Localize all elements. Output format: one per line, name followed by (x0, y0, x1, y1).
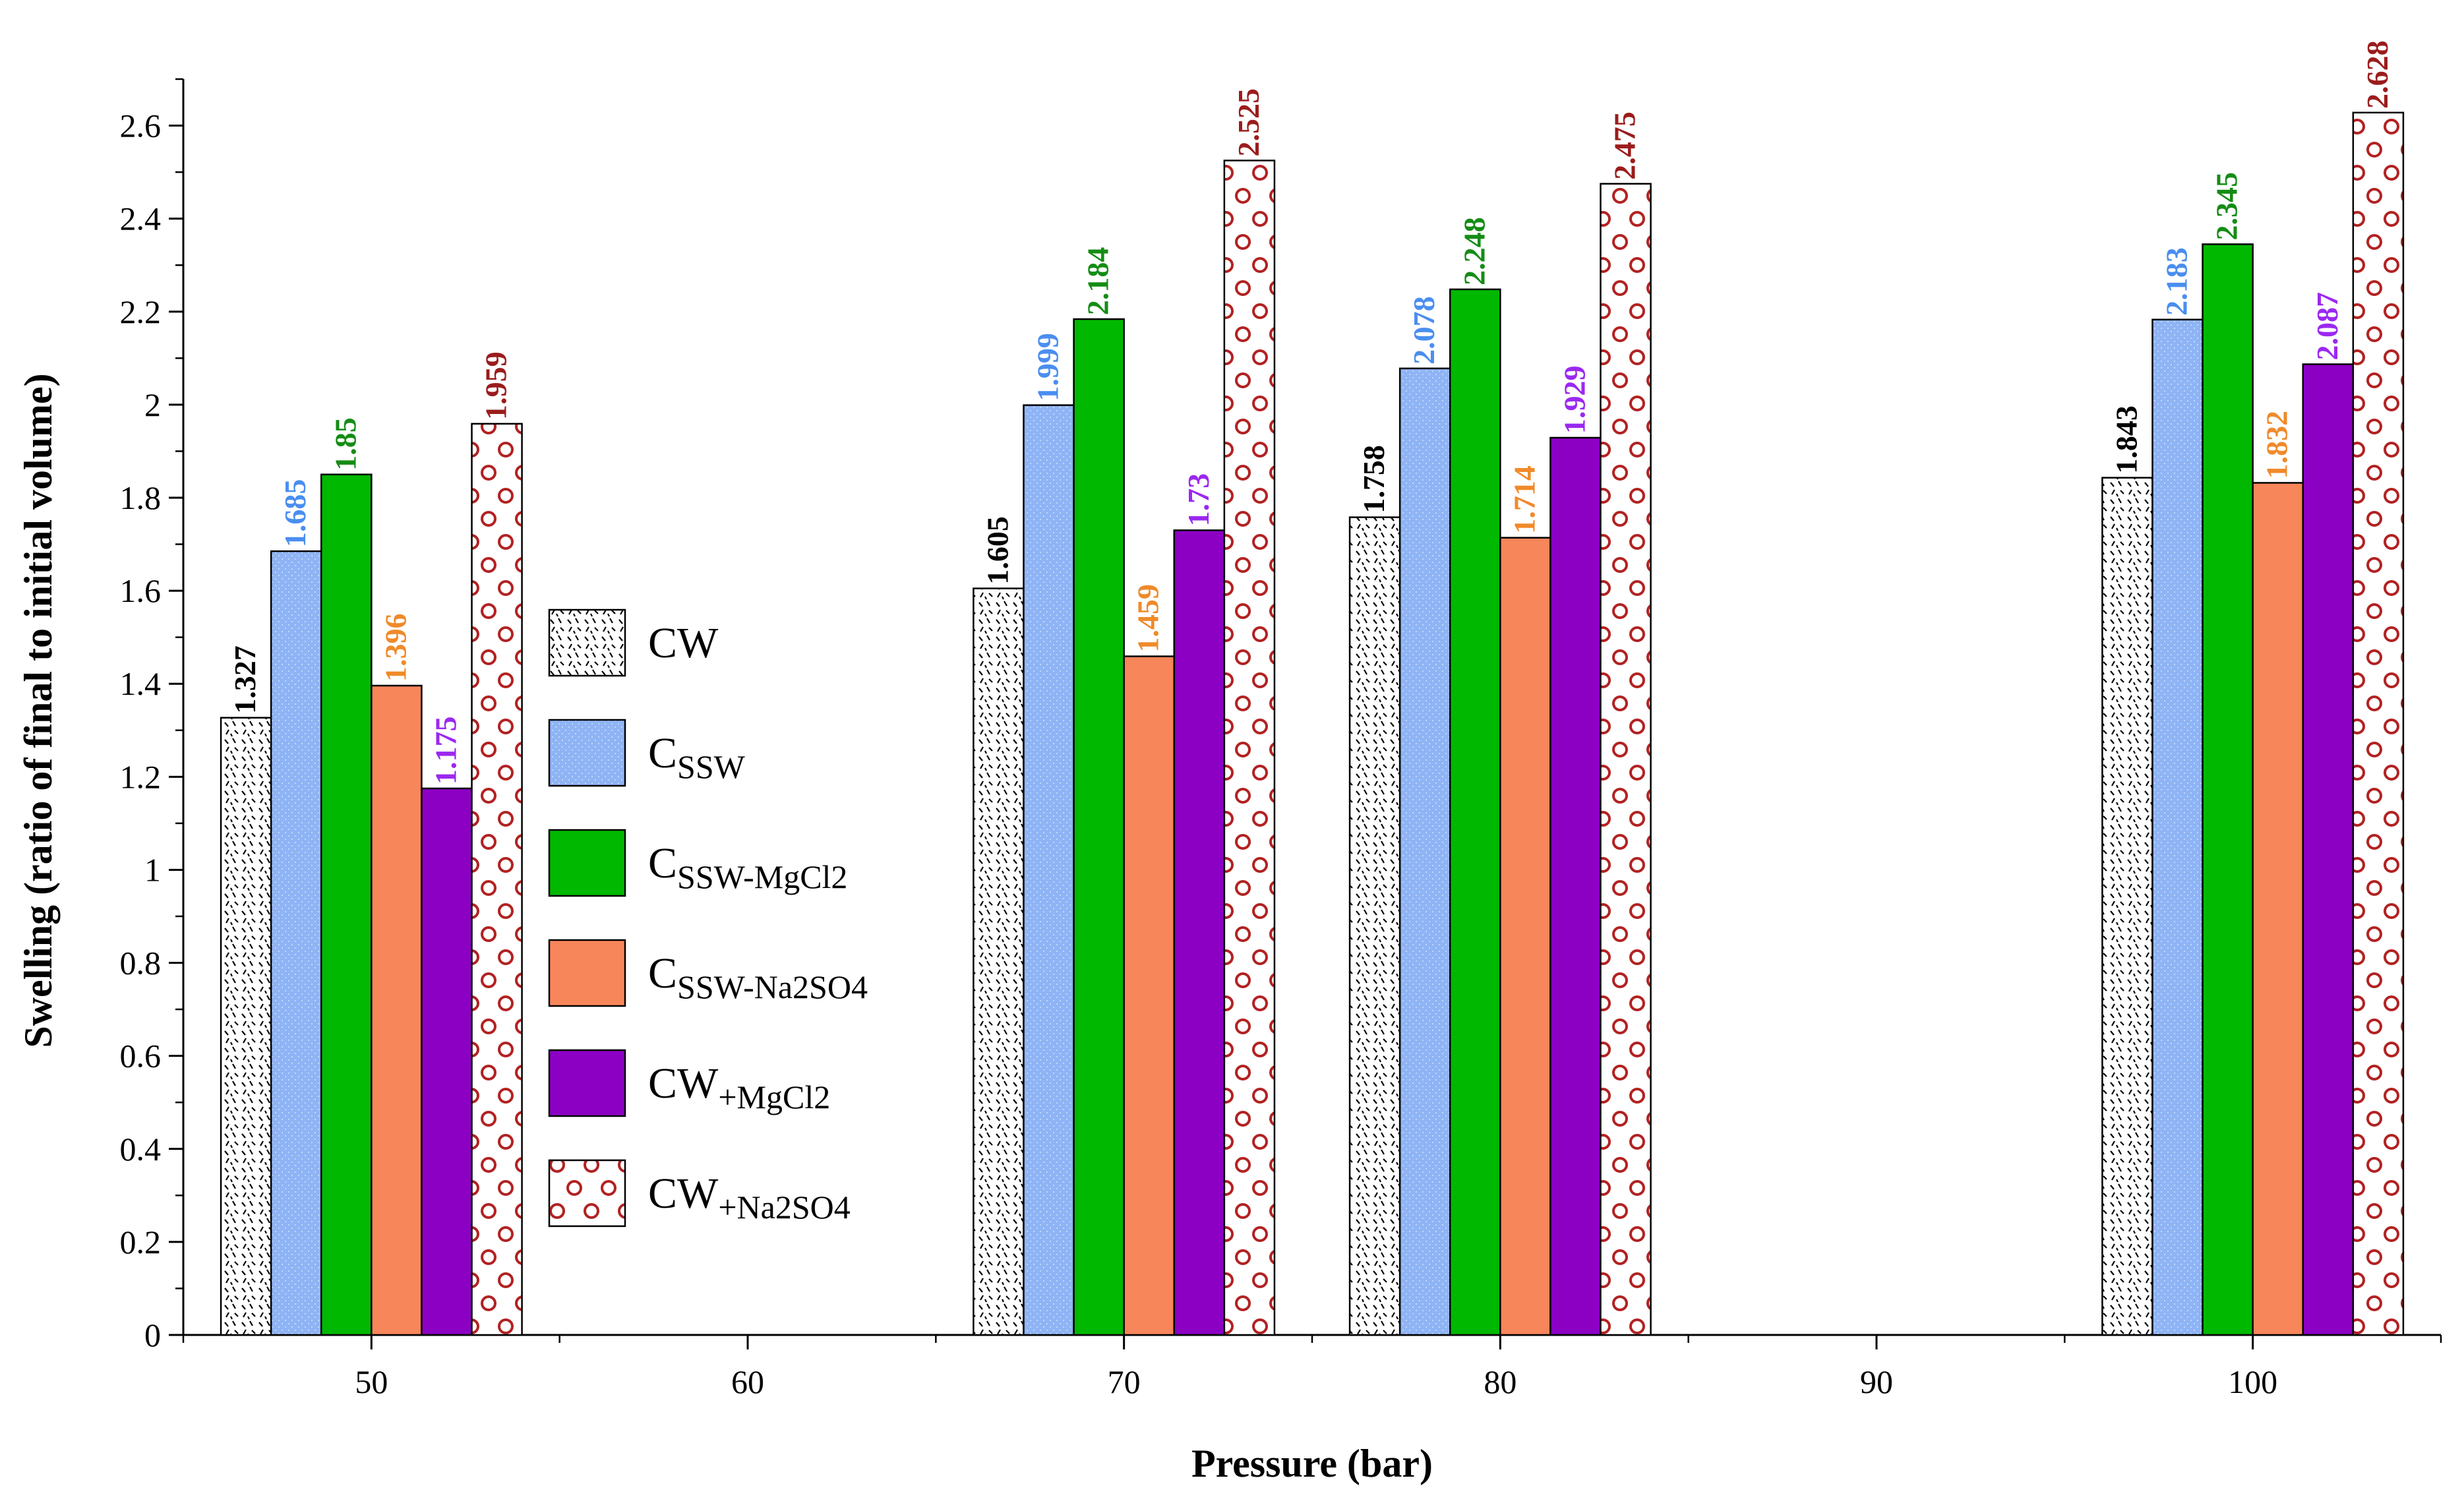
data-label: 2.078 (1407, 296, 1441, 365)
data-label: 2.248 (1457, 217, 1491, 285)
data-label: 2.345 (2210, 172, 2244, 241)
y-tick-label: 2 (144, 386, 161, 423)
x-axis-title: Pressure (bar) (1191, 1442, 1433, 1485)
bar-CW (1348, 516, 1401, 1336)
data-label: 2.525 (1232, 88, 1265, 157)
y-tick-label: 2.6 (120, 107, 162, 144)
legend-swatch (548, 1049, 626, 1117)
y-tick-label: 1.6 (120, 572, 162, 609)
bar-CSSW-Na2SO4 (1123, 655, 1176, 1336)
bar-CSSW (270, 550, 322, 1336)
data-label: 1.396 (378, 614, 412, 682)
bar-CW+Na2SO4 (2352, 111, 2405, 1336)
bar-CSSW (1398, 367, 1451, 1336)
legend-label: CSSW-Na2SO4 (648, 949, 868, 1005)
data-label: 1.73 (1182, 473, 1215, 527)
legend-swatch (548, 608, 626, 677)
legend-swatch (548, 719, 626, 787)
data-label: 1.832 (2260, 411, 2294, 479)
y-tick-label: 0.2 (120, 1224, 162, 1260)
bar-CSSW-MgCl2 (1449, 288, 1501, 1336)
legend-label: CSSW-MgCl2 (648, 839, 847, 895)
bar-CSSW-Na2SO4 (2252, 482, 2304, 1336)
bar-CW+MgCl2 (1173, 529, 1226, 1336)
bar-CSSW-MgCl2 (2202, 243, 2254, 1336)
data-label: 1.175 (429, 716, 462, 784)
x-tick-label: 100 (2228, 1363, 2277, 1400)
data-label: 2.475 (1608, 111, 1642, 180)
data-label: 1.685 (278, 479, 312, 548)
y-tick-label: 0.6 (120, 1038, 162, 1075)
y-tick-label: 1.4 (120, 665, 162, 702)
data-label: 1.929 (1557, 365, 1591, 434)
data-label: 2.183 (2160, 247, 2194, 316)
bar-CW+MgCl2 (421, 787, 473, 1336)
bar-CSSW (1023, 404, 1075, 1336)
bar-CW (2101, 477, 2153, 1336)
data-label: 1.758 (1357, 445, 1391, 514)
y-tick-label: 0.4 (120, 1131, 162, 1167)
x-tick-label: 60 (731, 1363, 764, 1400)
x-tick-label: 80 (1484, 1363, 1517, 1400)
y-tick-label: 1 (144, 851, 161, 888)
y-tick-label: 0.8 (120, 945, 162, 982)
legend-label: CW+MgCl2 (648, 1059, 830, 1115)
y-tick-label: 2.2 (120, 293, 162, 330)
y-axis-title: Swelling (ratio of final to initial volu… (16, 373, 60, 1048)
x-tick-label: 70 (1108, 1363, 1141, 1400)
data-label: 2.184 (1081, 247, 1115, 316)
data-label: 1.327 (228, 645, 262, 714)
y-tick-label: 1.2 (120, 758, 162, 795)
data-label: 1.605 (980, 516, 1014, 585)
bar-CW (973, 587, 1025, 1336)
data-label: 1.999 (1031, 333, 1065, 401)
bar-CSSW-Na2SO4 (371, 684, 423, 1336)
data-label: 2.087 (2310, 292, 2344, 361)
bar-CSSW-Na2SO4 (1499, 537, 1551, 1336)
x-tick-label: 50 (355, 1363, 388, 1400)
data-label: 2.628 (2360, 40, 2394, 109)
bar-CW+MgCl2 (2302, 363, 2355, 1336)
bar-CSSW-MgCl2 (1073, 318, 1125, 1336)
y-tick-label: 0 (144, 1316, 161, 1353)
x-tick-label: 90 (1860, 1363, 1893, 1400)
data-label: 1.714 (1507, 465, 1541, 534)
legend-swatch (548, 1159, 626, 1227)
legend-label: CW (648, 619, 719, 667)
data-label: 1.459 (1131, 584, 1165, 653)
y-tick-label: 1.8 (120, 479, 162, 516)
legend-swatch (548, 939, 626, 1007)
bar-CSSW-MgCl2 (320, 473, 373, 1336)
data-label: 1.843 (2109, 405, 2143, 474)
legend-label: CSSW (648, 729, 746, 785)
bar-CW+MgCl2 (1549, 436, 1602, 1336)
legend-label: CW+Na2SO4 (648, 1169, 851, 1226)
bar-CW+Na2SO4 (1223, 160, 1276, 1336)
bar-CSSW (2151, 318, 2204, 1336)
bar-CW+Na2SO4 (1600, 183, 1652, 1336)
data-label: 1.959 (479, 351, 513, 420)
y-tick-label: 2.4 (120, 200, 162, 237)
data-label: 1.85 (328, 417, 362, 471)
legend-swatch (548, 829, 626, 897)
plot-layer: 0 0.2 0.4 0.6 0.8 1 1.2 1.4 1.6 1.8 2 2.2 2.4 2.6 50 60… (120, 40, 2442, 1400)
legend: CW CSSW CSSW-MgCl2 CSSW-Na2SO4 CW+MgCl2 CW+Na… (548, 608, 868, 1227)
bar-CW+Na2SO4 (471, 423, 523, 1336)
bar-CW (220, 717, 272, 1336)
